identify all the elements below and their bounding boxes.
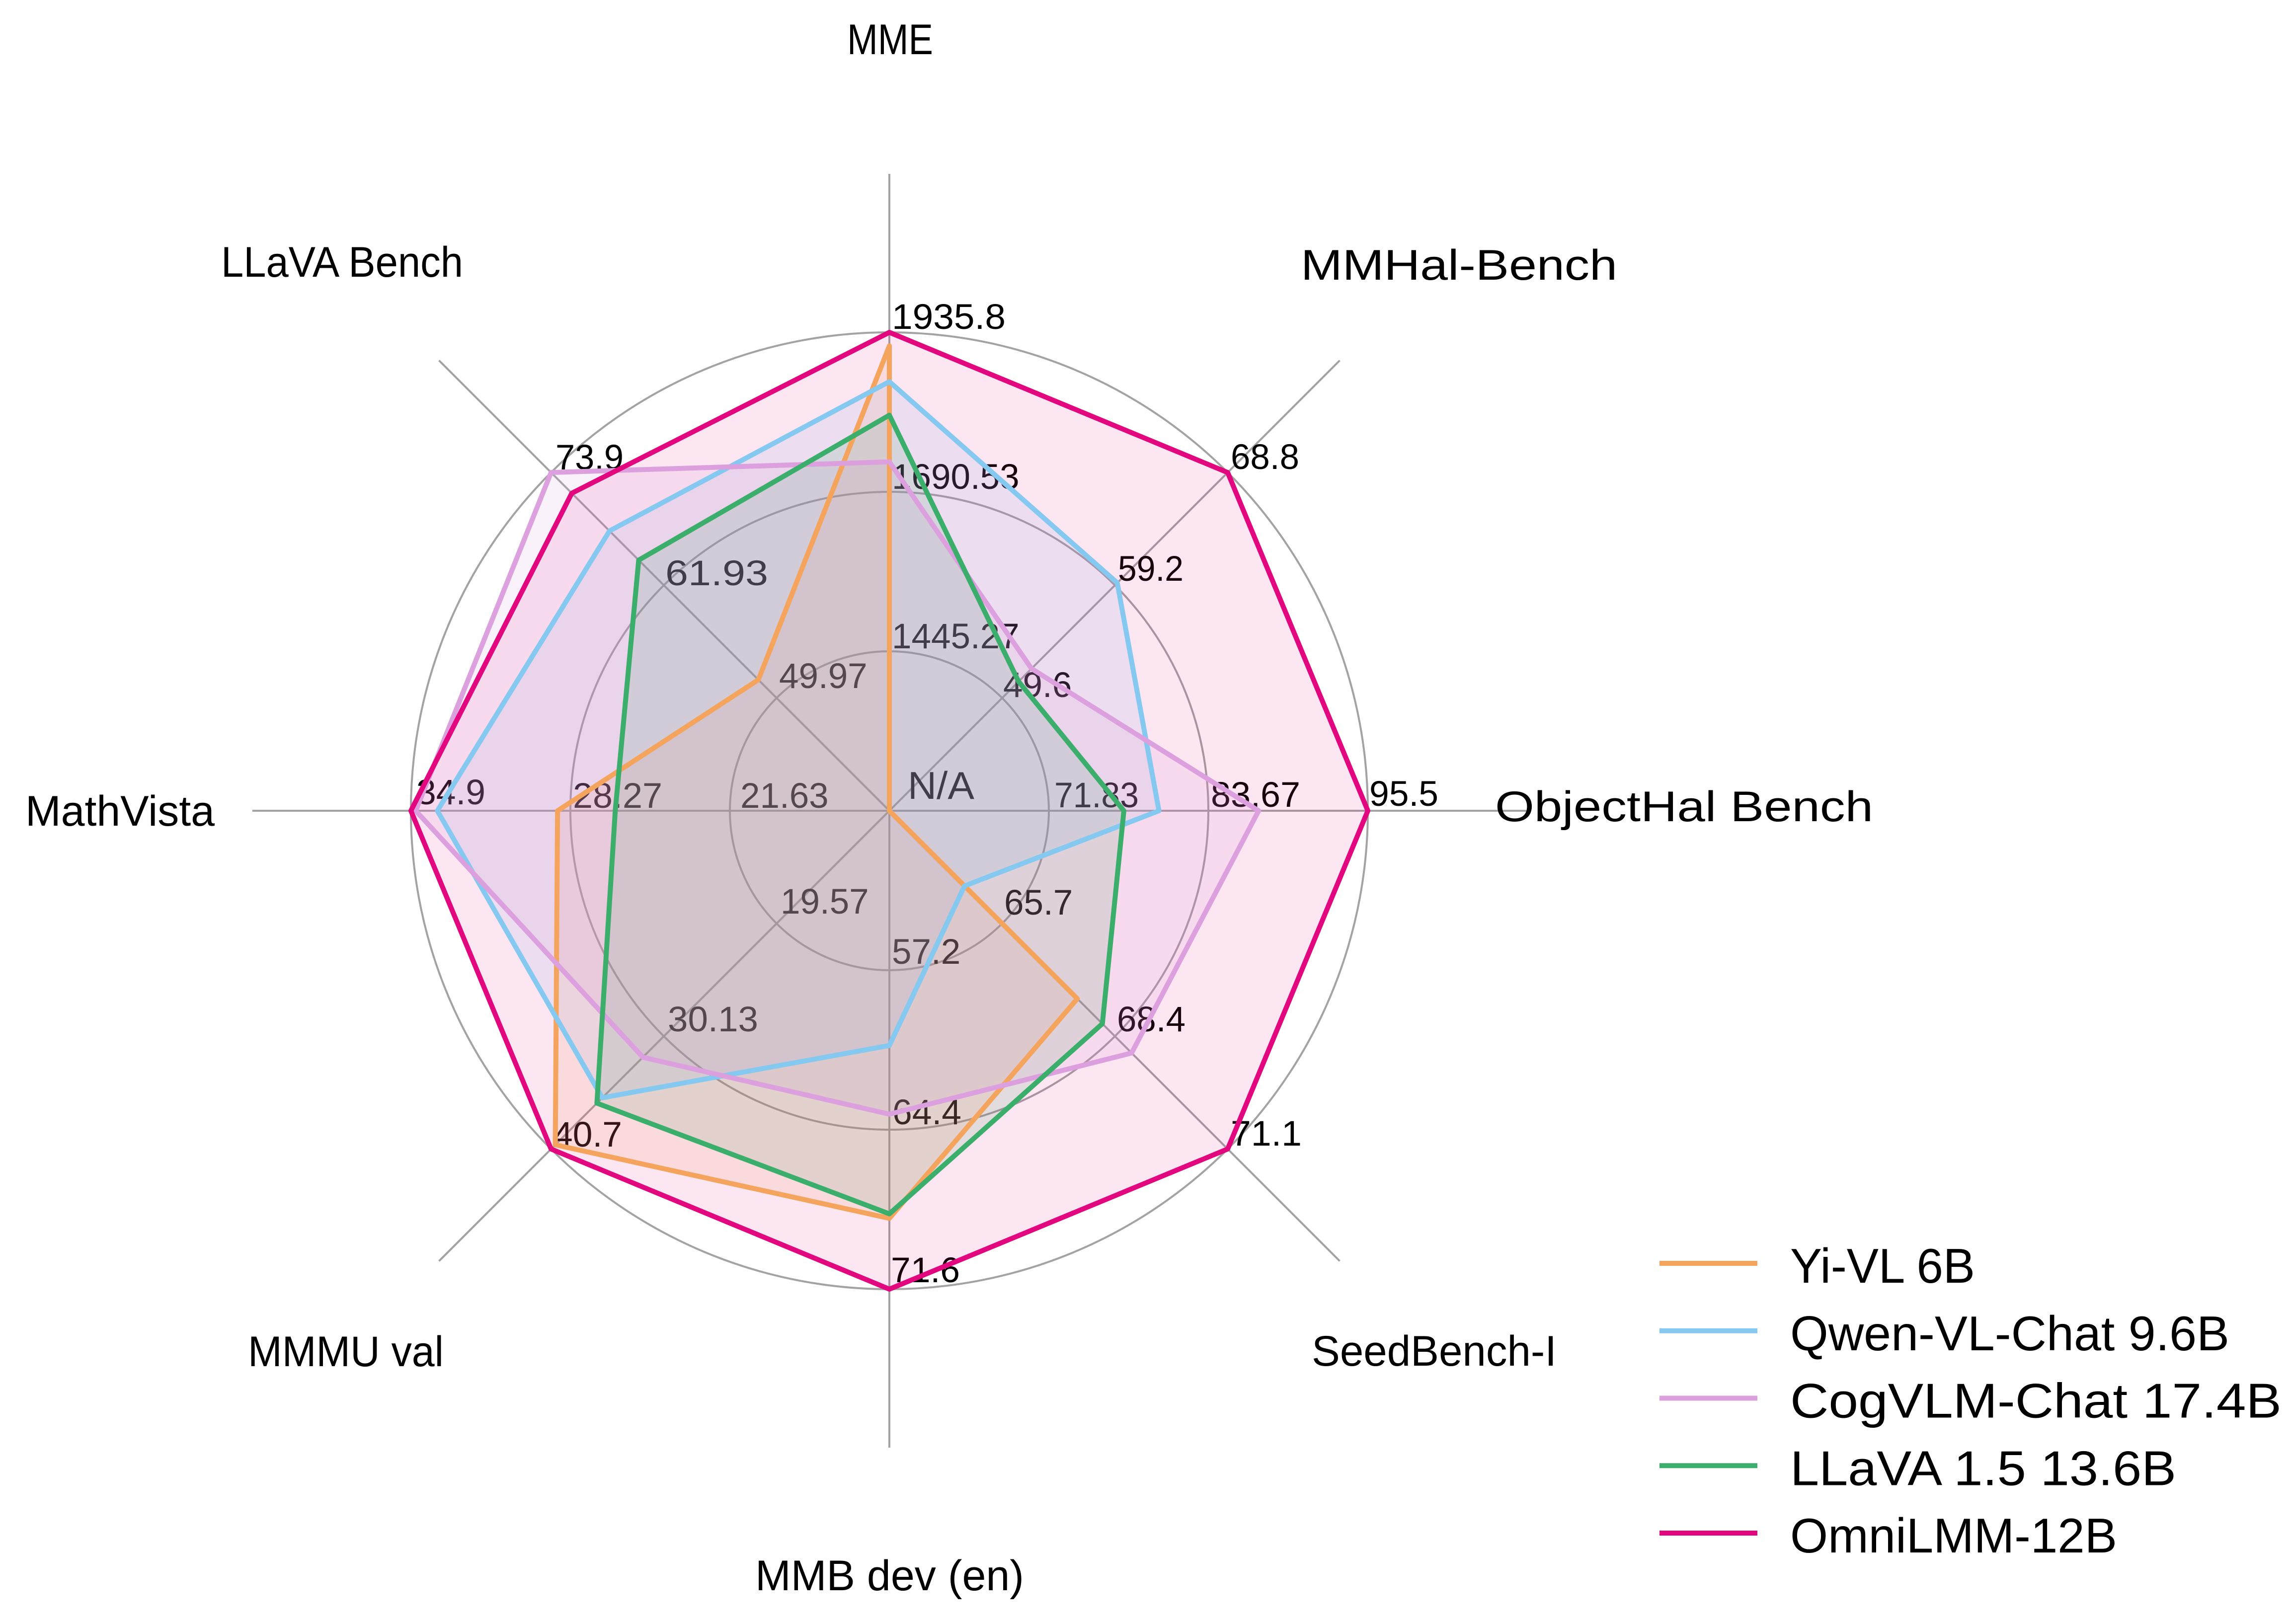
svg-text:95.5: 95.5	[1369, 774, 1438, 814]
svg-text:MME: MME	[847, 16, 933, 64]
svg-text:LLaVA 1.5 13.6B: LLaVA 1.5 13.6B	[1790, 1441, 2176, 1495]
svg-text:59.2: 59.2	[1118, 549, 1184, 589]
svg-text:ObjectHal Bench: ObjectHal Bench	[1495, 783, 1873, 831]
svg-text:SeedBench-I: SeedBench-I	[1312, 1327, 1557, 1375]
svg-text:65.7: 65.7	[1004, 883, 1073, 923]
svg-text:19.57: 19.57	[781, 882, 869, 922]
svg-text:OmniLMM-12B: OmniLMM-12B	[1790, 1508, 2117, 1563]
svg-text:61.93: 61.93	[665, 554, 768, 593]
svg-text:1935.8: 1935.8	[892, 298, 1006, 337]
svg-text:MMHal-Bench: MMHal-Bench	[1301, 241, 1617, 289]
svg-text:Yi-VL 6B: Yi-VL 6B	[1790, 1238, 1975, 1293]
svg-text:MMMU val: MMMU val	[248, 1328, 444, 1376]
svg-text:49.97: 49.97	[779, 657, 868, 696]
svg-text:21.63: 21.63	[740, 776, 829, 816]
svg-text:30.13: 30.13	[668, 1000, 758, 1039]
svg-text:68.8: 68.8	[1231, 438, 1299, 477]
svg-text:MMB dev (en): MMB dev (en)	[755, 1552, 1024, 1600]
svg-text:CogVLM-Chat 17.4B: CogVLM-Chat 17.4B	[1790, 1374, 2282, 1428]
svg-text:LLaVA Bench: LLaVA Bench	[221, 238, 463, 286]
svg-text:71.1: 71.1	[1231, 1114, 1302, 1154]
svg-text:N/A: N/A	[908, 764, 974, 807]
svg-text:Qwen-VL-Chat 9.6B: Qwen-VL-Chat 9.6B	[1790, 1306, 2229, 1361]
svg-text:MathVista: MathVista	[25, 787, 215, 835]
